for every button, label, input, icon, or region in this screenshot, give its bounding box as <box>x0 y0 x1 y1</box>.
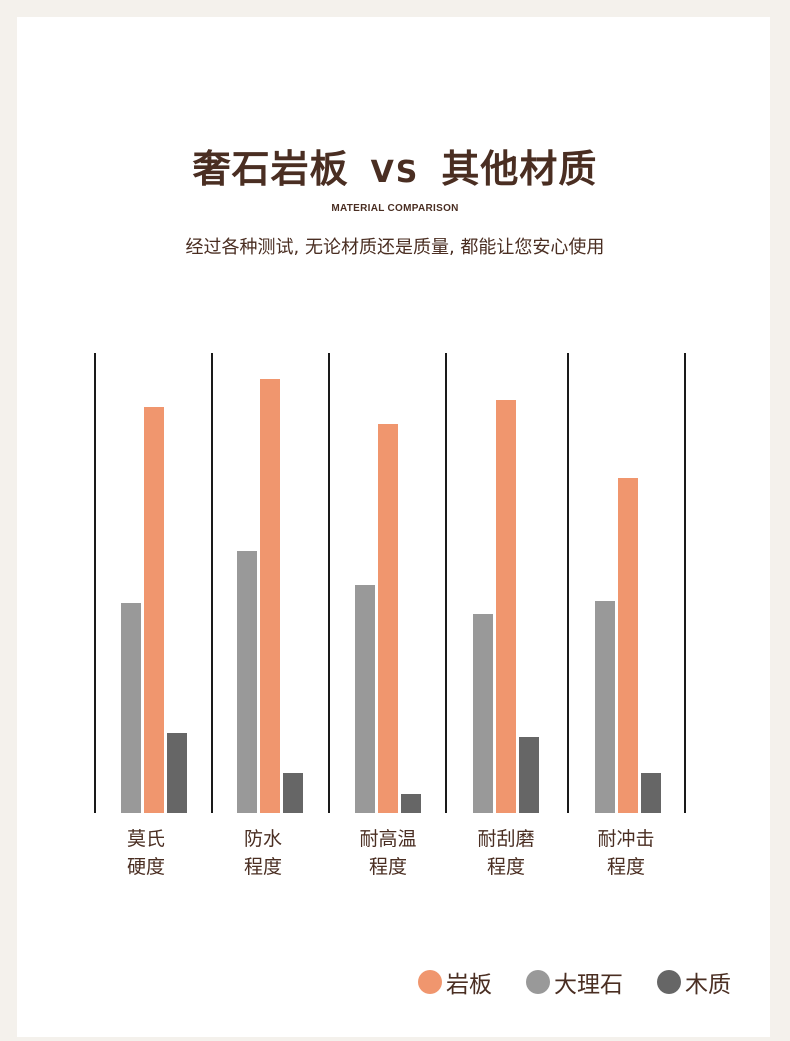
category-label-1-line-0: 防水 <box>244 828 282 850</box>
category-label-0-line-0: 莫氏 <box>127 828 165 850</box>
subtitle-english: MATERIAL COMPARISON <box>331 203 459 214</box>
category-label-2-line-0: 耐高温 <box>359 828 416 850</box>
title-left: 奢石岩板 <box>192 147 349 191</box>
bar-marble-2 <box>355 585 375 813</box>
bar-wood-1 <box>283 773 303 813</box>
legend-item-wood: 木质 <box>657 965 731 999</box>
legend-label-wood: 木质 <box>685 972 731 998</box>
bar-slab-2 <box>378 424 398 813</box>
bar-marble-3 <box>473 614 493 813</box>
legend-dot-wood <box>657 970 681 994</box>
bar-slab-0 <box>144 407 164 813</box>
bar-wood-3 <box>519 737 539 813</box>
category-label-4-line-1: 程度 <box>607 856 645 878</box>
bar-marble-0 <box>121 603 141 813</box>
bar-wood-4 <box>641 773 661 813</box>
category-label-1-line-1: 程度 <box>244 856 282 878</box>
legend-item-slab: 岩板 <box>418 965 492 999</box>
bar-slab-3 <box>496 400 516 813</box>
title-vs: VS <box>370 155 420 190</box>
bar-wood-2 <box>401 794 421 813</box>
bar-slab-4 <box>618 478 638 813</box>
page-title: 奢石岩板 VS 其他材质 <box>0 138 790 193</box>
bar-marble-1 <box>237 551 257 813</box>
category-label-3-line-1: 程度 <box>487 856 525 878</box>
subtitle-chinese: 经过各种测试, 无论材质还是质量, 都能让您安心使用 <box>185 237 605 258</box>
legend-label-slab: 岩板 <box>446 972 492 998</box>
title-right: 其他材质 <box>441 147 598 191</box>
bar-slab-1 <box>260 379 280 813</box>
legend-dot-slab <box>418 970 442 994</box>
category-label-3-line-0: 耐刮磨 <box>477 828 534 850</box>
legend-label-marble: 大理石 <box>554 972 623 998</box>
legend-dot-marble <box>526 970 550 994</box>
category-label-4-line-0: 耐冲击 <box>597 828 654 850</box>
category-label-2-line-1: 程度 <box>369 856 407 878</box>
bar-wood-0 <box>167 733 187 813</box>
category-label-0-line-1: 硬度 <box>127 856 165 878</box>
chart-legend: 岩板 大理石 木质 <box>418 966 731 998</box>
bar-marble-4 <box>595 601 615 813</box>
legend-item-marble: 大理石 <box>526 965 623 999</box>
